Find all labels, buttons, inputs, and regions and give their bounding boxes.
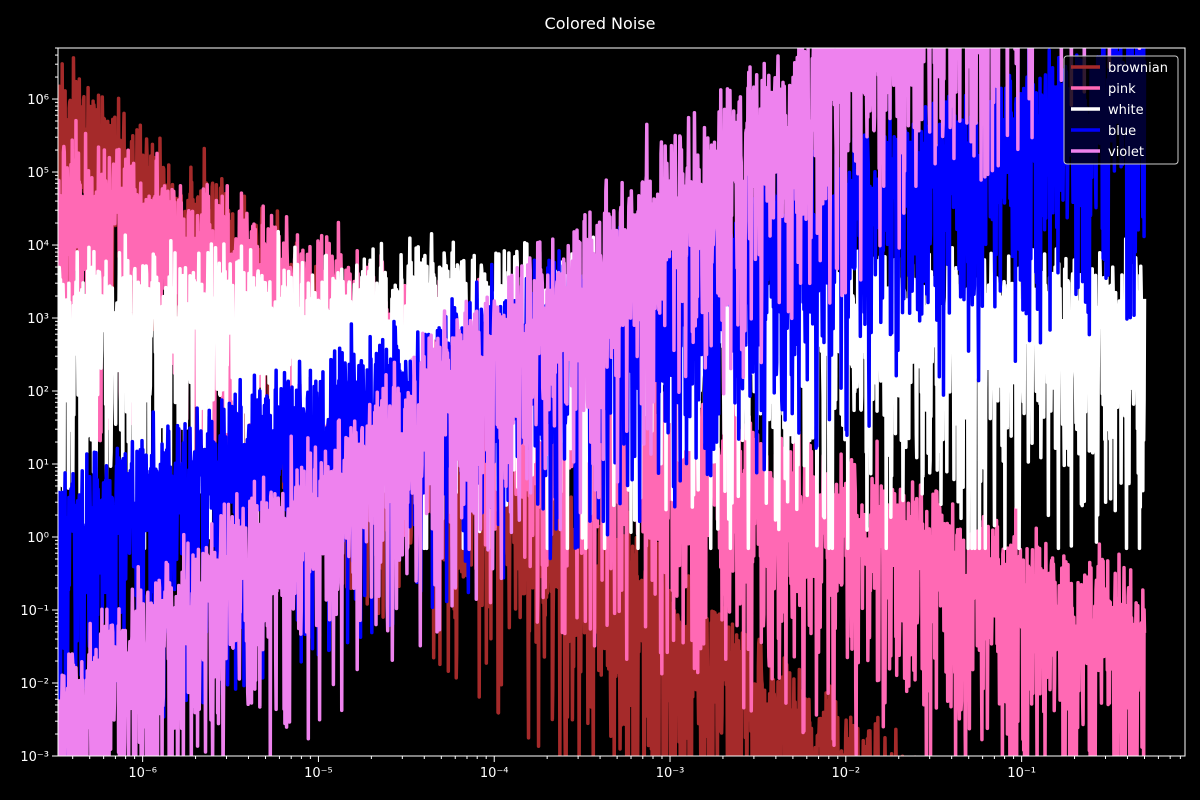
y-tick-label: 10⁵ bbox=[27, 166, 49, 181]
y-tick-label: 10² bbox=[27, 385, 49, 400]
legend: brownian pink white blue violet bbox=[1063, 55, 1179, 165]
y-tick-label: 10⁴ bbox=[27, 239, 49, 254]
x-tick-label: 10⁻⁴ bbox=[480, 766, 509, 781]
legend-box bbox=[1063, 55, 1179, 165]
chart-title: Colored Noise bbox=[545, 14, 656, 33]
x-tick-label: 10⁻⁵ bbox=[304, 766, 333, 781]
x-tick-label: 10⁻² bbox=[832, 766, 861, 781]
y-tick-label: 10⁻¹ bbox=[20, 604, 49, 619]
legend-label-brownian: brownian bbox=[1108, 61, 1168, 76]
legend-label-blue: blue bbox=[1108, 124, 1136, 139]
y-tick-label: 10⁶ bbox=[27, 93, 49, 108]
y-tick-label: 10⁰ bbox=[27, 531, 49, 546]
y-tick-label: 10⁻² bbox=[20, 677, 49, 692]
x-axis: 10⁻⁶ 10⁻⁵ 10⁻⁴ 10⁻³ 10⁻² 10⁻¹ bbox=[72, 756, 1181, 781]
x-tick-label: 10⁻¹ bbox=[1007, 766, 1036, 781]
legend-label-pink: pink bbox=[1108, 82, 1136, 97]
y-tick-label: 10¹ bbox=[27, 458, 49, 473]
x-tick-label: 10⁻⁶ bbox=[128, 766, 157, 781]
y-axis: 10⁻³ 10⁻² 10⁻¹ 10⁰ 10¹ 10² 10³ 10⁴ 10⁵ 10⁶ bbox=[20, 47, 58, 765]
legend-label-violet: violet bbox=[1108, 145, 1144, 160]
series-line-violet bbox=[58, 48, 1142, 756]
y-tick-label: 10³ bbox=[27, 312, 49, 327]
legend-label-white: white bbox=[1108, 103, 1144, 118]
y-tick-label: 10⁻³ bbox=[20, 750, 49, 765]
series-layer bbox=[58, 48, 1147, 756]
x-tick-label: 10⁻³ bbox=[656, 766, 685, 781]
